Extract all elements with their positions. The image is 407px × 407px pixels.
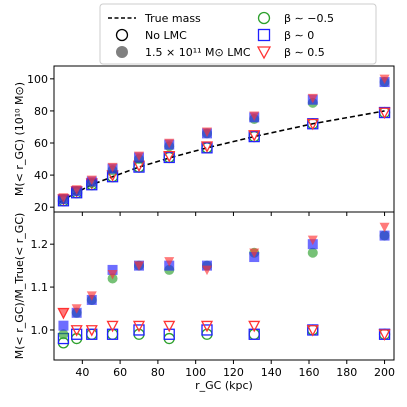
legend-no-lmc-marker	[115, 28, 129, 42]
panel-top-y-label: M(< r_GC) (10¹⁰ M⊙)	[13, 82, 26, 196]
point-beta_05-lmc	[58, 193, 69, 203]
point-beta_0-nolmc	[133, 324, 145, 336]
point-beta_05-nolmc	[200, 320, 214, 333]
point-beta_0-lmc	[58, 320, 69, 331]
point-beta_05-nolmc	[70, 325, 83, 337]
point-beta_05-lmc	[202, 127, 212, 138]
x-tick-label: 80	[151, 366, 165, 379]
point-beta_05-nolmc	[163, 150, 176, 163]
point-beta_05-nolmc	[248, 320, 261, 333]
point-beta_05-nolmc	[378, 107, 391, 120]
x-tick-label: 180	[336, 366, 357, 379]
point-beta_m05-lmc	[307, 247, 318, 258]
point-beta_05-nolmc	[306, 118, 319, 131]
panel-top: 20 40 60 80 100 M(< r_GC) (10¹⁰ M⊙)	[13, 65, 395, 214]
point-beta_05-lmc	[134, 261, 144, 271]
legend-frame	[99, 3, 377, 65]
point-beta_05-nolmc	[132, 320, 146, 333]
point-beta_0-nolmc	[71, 328, 83, 340]
true-mass-line	[59, 110, 385, 204]
point-beta_0-lmc	[107, 264, 118, 275]
x-axis-ticks: 40 60 80 100 120 140 160 180 200	[75, 212, 395, 379]
point-beta_05-lmc	[249, 248, 260, 259]
panel-bottom: 1.0 1.1 1.2 M(< r_GC)/M_True(< r_GC)	[13, 211, 395, 361]
point-beta_05-nolmc	[163, 320, 176, 333]
point-beta_05-lmc	[164, 138, 175, 149]
point-beta_0-nolmc	[106, 328, 119, 340]
panel-bottom-markers	[57, 222, 391, 349]
legend-label-beta-05: β ∼ 0.5	[284, 46, 325, 59]
y-tick-label: 20	[34, 201, 48, 214]
point-beta_05-lmc	[71, 185, 82, 195]
panel-bottom-y-ticks: 1.0 1.1 1.2	[31, 238, 54, 337]
point-beta_05-lmc	[249, 111, 260, 121]
point-beta_05-lmc	[86, 175, 97, 186]
panel-top-markers	[57, 74, 391, 207]
legend-label-no-lmc: No LMC	[145, 29, 187, 42]
point-beta_05-lmc	[307, 93, 318, 104]
point-beta_05-lmc	[107, 269, 118, 280]
point-beta_0-lmc	[202, 260, 212, 271]
legend-label-lmc: 1.5 × 10¹¹ M⊙ LMC	[145, 46, 251, 59]
point-beta_m05-nolmc	[378, 106, 391, 119]
point-beta_0-nolmc	[201, 324, 213, 336]
x-tick-label: 60	[113, 366, 127, 379]
panel-bottom-y-label: M(< r_GC)/M_True(< r_GC)	[13, 213, 26, 360]
x-tick-label: 40	[75, 366, 89, 379]
point-beta_m05-nolmc	[378, 328, 391, 340]
y-tick-label: 80	[34, 105, 48, 118]
point-beta_05-nolmc	[248, 130, 261, 142]
point-beta_m05-nolmc	[307, 324, 319, 336]
legend-label-beta-0: β ∼ 0	[284, 29, 314, 42]
point-beta_05-nolmc	[378, 329, 391, 341]
legend: True mass No LMC 1.5 × 10¹¹ M⊙ LMC β ∼ −…	[99, 3, 377, 65]
point-beta_05-lmc	[71, 304, 82, 314]
point-beta_0-nolmc	[86, 328, 98, 340]
x-tick-label: 200	[374, 366, 395, 379]
panel-top-y-ticks: 20 40 60 80 100	[27, 73, 54, 214]
point-beta_05-lmc	[86, 291, 97, 301]
point-beta_05-lmc	[379, 74, 390, 85]
y-tick-label: 40	[34, 169, 48, 182]
x-tick-label: 120	[223, 366, 244, 379]
legend-beta-0-marker	[257, 28, 271, 42]
point-beta_05-lmc	[379, 222, 390, 233]
panel-bottom-frame	[53, 211, 395, 361]
legend-beta-m05-marker	[257, 11, 271, 25]
legend-label-true-mass: True mass	[144, 12, 201, 25]
point-beta_m05-nolmc	[163, 332, 175, 345]
legend-lmc-marker	[116, 46, 128, 58]
x-tick-label: 100	[185, 366, 206, 379]
point-beta_0-lmc	[379, 230, 390, 241]
legend-beta-05-marker	[256, 46, 272, 60]
point-beta_05-lmc	[202, 265, 212, 276]
point-beta_05-nolmc	[306, 325, 319, 337]
x-axis-label: r_GC (kpc)	[195, 379, 253, 392]
legend-label-beta-m05: β ∼ −0.5	[284, 12, 334, 25]
point-beta_05-nolmc	[106, 320, 119, 333]
y-tick-label: 1.0	[31, 324, 49, 337]
point-beta_05-lmc	[307, 235, 318, 246]
x-tick-label: 160	[299, 366, 320, 379]
point-beta_m05-nolmc	[57, 337, 70, 349]
x-tick-label: 140	[261, 366, 282, 379]
panel-top-frame	[53, 65, 395, 213]
point-beta_0-nolmc	[163, 328, 175, 340]
y-tick-label: 60	[34, 137, 48, 150]
y-tick-label: 100	[27, 73, 48, 86]
point-beta_05-nolmc	[85, 325, 98, 337]
point-beta_05-lmc	[164, 257, 175, 267]
y-tick-label: 1.2	[31, 238, 49, 251]
point-beta_05-lmc	[58, 308, 69, 319]
point-beta_05-lmc	[134, 151, 144, 162]
point-beta_m05-lmc	[58, 329, 69, 340]
point-beta_0-nolmc	[248, 328, 260, 340]
point-beta_05-nolmc	[200, 141, 214, 153]
point-beta_05-lmc	[107, 162, 118, 173]
y-tick-label: 1.1	[31, 281, 49, 294]
